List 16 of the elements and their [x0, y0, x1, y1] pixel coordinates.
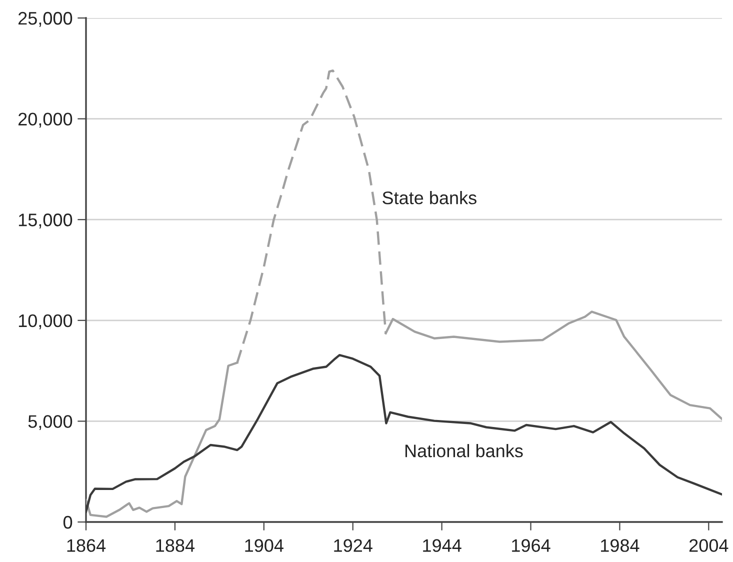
- x-tick-label: 1984: [601, 539, 640, 552]
- x-tick-label: 1884: [156, 539, 195, 552]
- y-tick-label: 10,000: [18, 314, 72, 330]
- x-tick-label: 1924: [334, 539, 372, 552]
- y-tick-label: 25,000: [18, 12, 72, 27]
- x-tick-label: 2004: [689, 539, 728, 552]
- x-tick-label: 1904: [245, 539, 284, 552]
- y-tick-label: 15,000: [18, 214, 72, 228]
- x-tick-label: 1864: [67, 539, 106, 552]
- annotation: State banks: [382, 191, 476, 204]
- annotation: National banks: [405, 444, 523, 458]
- y-tick-label: 5,000: [28, 415, 72, 430]
- x-tick-label: 1964: [512, 539, 550, 552]
- y-tick-label: 0: [63, 516, 72, 529]
- x-tick-label: 1944: [423, 539, 462, 552]
- y-tick-label: 20,000: [18, 112, 72, 128]
